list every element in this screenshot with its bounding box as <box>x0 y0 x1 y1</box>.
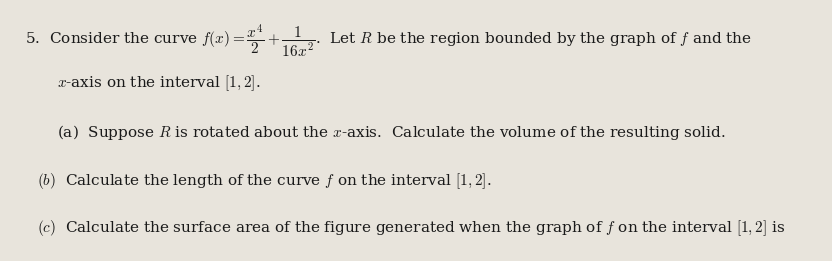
Text: $x$-axis on the interval $[1, 2]$.: $x$-axis on the interval $[1, 2]$. <box>57 73 260 93</box>
Text: (a)  Suppose $R$ is rotated about the $x$-axis.  Calculate the volume of the res: (a) Suppose $R$ is rotated about the $x$… <box>57 123 726 142</box>
Text: $(b)$  Calculate the length of the curve $f$ on the interval $[1, 2]$.: $(b)$ Calculate the length of the curve … <box>37 171 492 192</box>
Text: $(c)$  Calculate the surface area of the figure generated when the graph of $f$ : $(c)$ Calculate the surface area of the … <box>37 218 786 238</box>
Text: 5.  Consider the curve $f(x) = \dfrac{x^4}{2} + \dfrac{1}{16x^2}$.  Let $R$ be t: 5. Consider the curve $f(x) = \dfrac{x^4… <box>25 22 752 59</box>
